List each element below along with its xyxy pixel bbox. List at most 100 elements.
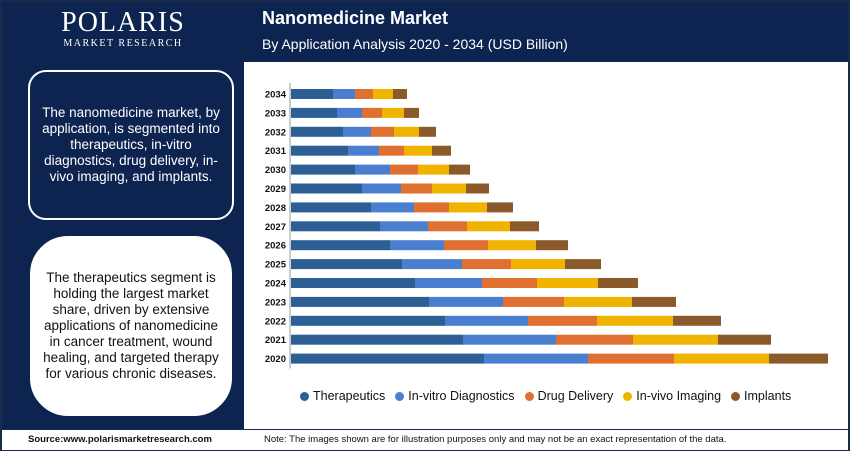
bar-segment [674, 353, 769, 364]
y-tick-label: 2031 [265, 146, 287, 157]
bar-segment [393, 89, 407, 99]
bar-segment [404, 145, 432, 156]
legend-label: Drug Delivery [537, 389, 614, 403]
bar-segment [348, 145, 379, 156]
bar-segment [488, 240, 536, 251]
bar-segment [503, 296, 564, 307]
bar-segment [462, 259, 511, 270]
bar-segment [291, 202, 371, 213]
bar-segment [373, 89, 393, 99]
summary-box: The nanomedicine market, by application,… [28, 70, 234, 220]
legend-item: Therapeutics [300, 389, 385, 403]
logo: POLARIS MARKET RESEARCH [2, 7, 244, 50]
bar-segment [379, 145, 404, 156]
bar-segment [291, 221, 380, 232]
bar-segment [537, 278, 598, 288]
legend-marker [731, 391, 741, 401]
legend-item: In-vitro Diagnostics [395, 389, 515, 403]
y-tick-label: 2021 [265, 335, 287, 346]
legend-item: Drug Delivery [524, 389, 614, 403]
y-tick-label: 2020 [265, 354, 286, 365]
bar-segment [291, 296, 429, 307]
bar-segment [382, 107, 404, 118]
y-tick-label: 2026 [265, 241, 286, 252]
bar-segment [291, 183, 362, 194]
bar-segment [394, 126, 419, 137]
bar-segment [718, 334, 771, 345]
bar-segment [510, 221, 539, 232]
bar-segment [445, 315, 528, 326]
bar-segment [343, 126, 371, 137]
chart-title: Nanomedicine Market [262, 8, 449, 28]
bar-segment [598, 278, 638, 288]
y-tick-label: 2027 [265, 222, 286, 233]
bar-segment [362, 183, 401, 194]
bar-segment [466, 183, 489, 194]
bar-segment [291, 353, 484, 364]
bar-segment [487, 202, 513, 213]
bar-segment [355, 89, 373, 99]
bar-segment [419, 126, 436, 137]
bar-segment [291, 126, 343, 137]
legend-marker [623, 391, 633, 401]
logo-name: POLARIS [61, 7, 185, 38]
bar-segment [536, 240, 568, 251]
bar-segment [428, 221, 467, 232]
y-tick-label: 2029 [265, 184, 286, 195]
legend-marker [524, 391, 534, 401]
bar-segment [429, 296, 503, 307]
bar-segment [380, 221, 428, 232]
bar-segment [564, 296, 632, 307]
y-tick-label: 2024 [265, 279, 287, 290]
bar-segment [291, 107, 337, 118]
y-tick-label: 2032 [265, 127, 286, 138]
bar-segment [482, 278, 537, 288]
bar-segment [484, 353, 588, 364]
bar-segment [511, 259, 565, 270]
bar-segment [291, 89, 333, 99]
bar-segment [418, 164, 449, 175]
legend-label: In-vivo Imaging [636, 389, 722, 403]
bar-segment [432, 183, 466, 194]
bar-segment [355, 164, 390, 175]
bar-segment [415, 278, 482, 288]
bar-segment [291, 278, 415, 288]
legend-marker [300, 391, 309, 401]
bar-segment [291, 164, 355, 175]
source-text: Source:www.polarismarketresearch.com [28, 434, 212, 445]
bar-segment [597, 315, 673, 326]
bar-segment [371, 202, 414, 213]
bar-segment [291, 334, 463, 345]
bar-segment [362, 107, 382, 118]
bar-segment [291, 145, 348, 156]
y-tick-label: 2033 [265, 108, 286, 119]
bar-segment [291, 240, 390, 251]
bar-segment [291, 259, 402, 270]
legend-label: Therapeutics [313, 389, 386, 403]
chart-subtitle: By Application Analysis 2020 - 2034 (USD… [262, 36, 568, 52]
bar-segment [588, 353, 674, 364]
bar-segment [449, 202, 487, 213]
bar-segment [633, 334, 718, 345]
y-tick-label: 2028 [265, 203, 286, 214]
left-panel: POLARIS MARKET RESEARCH The nanomedicine… [2, 2, 244, 429]
chart-header: Nanomedicine Market By Application Analy… [244, 2, 848, 62]
bar-segment [769, 353, 828, 364]
bar-segment [404, 107, 419, 118]
y-tick-label: 2025 [265, 260, 287, 271]
bar-segment [402, 259, 462, 270]
logo-subtitle: MARKET RESEARCH [63, 38, 183, 49]
bar-segment [333, 89, 355, 99]
bar-segment [291, 315, 445, 326]
y-tick-label: 2022 [265, 316, 286, 327]
bar-segment [432, 145, 451, 156]
insight-box: The therapeutics segment is holding the … [28, 234, 234, 418]
bar-segment [390, 164, 418, 175]
bar-segment [565, 259, 601, 270]
footer: Source:www.polarismarketresearch.com Not… [2, 429, 848, 450]
bar-segment [463, 334, 556, 345]
bar-segment [337, 107, 362, 118]
summary-text: The nanomedicine market, by application,… [42, 105, 220, 184]
bar-segment [390, 240, 444, 251]
